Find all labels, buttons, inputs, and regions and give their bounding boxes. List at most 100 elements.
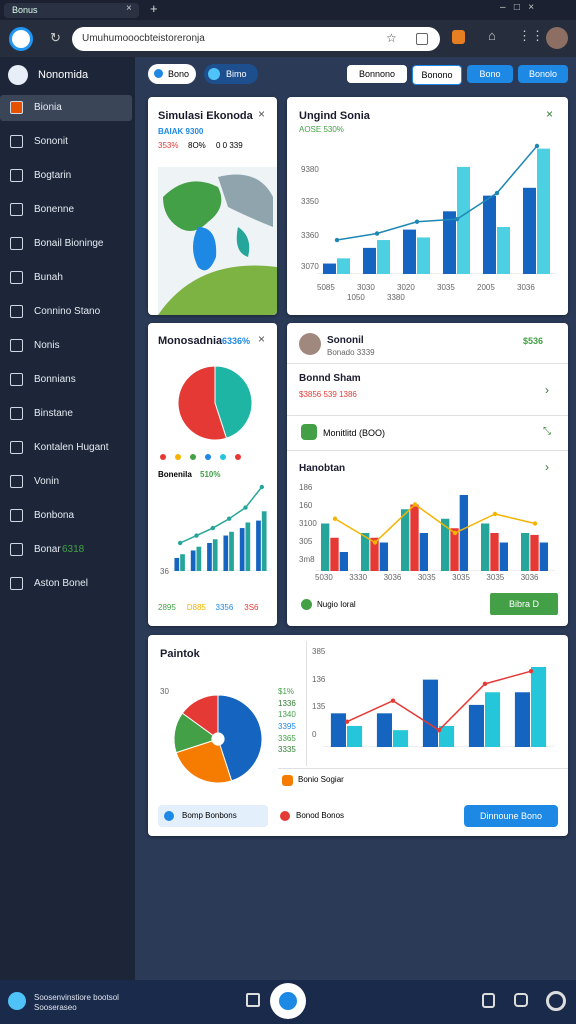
icon[interactable] bbox=[546, 991, 566, 1011]
sub-value: 510% bbox=[200, 470, 221, 479]
card: Ungind Sonia AOSE 530% × 9380 3350 3360 … bbox=[287, 97, 568, 315]
nav-item[interactable]: Bunah bbox=[34, 272, 63, 283]
bar bbox=[229, 531, 234, 571]
divider bbox=[287, 363, 568, 364]
pill-label: Bonod Bonos bbox=[296, 811, 345, 820]
line bbox=[179, 486, 263, 544]
chart bbox=[172, 484, 270, 571]
tick-label: 135 bbox=[312, 702, 326, 711]
nav-item[interactable]: Bonail Bioninge bbox=[34, 238, 104, 249]
button[interactable]: Dinnoune Bono bbox=[464, 805, 558, 827]
tab-close[interactable]: × bbox=[126, 3, 132, 14]
home[interactable]: ⌂ bbox=[488, 28, 496, 43]
x-tick-label: 3030 bbox=[357, 283, 375, 292]
bar bbox=[481, 523, 490, 571]
nav-item[interactable]: Bionia bbox=[34, 102, 62, 113]
url-field[interactable]: Umuhumooocbteistoreronja ☆ bbox=[72, 27, 440, 51]
pill[interactable]: Bimo bbox=[204, 64, 258, 84]
divider bbox=[278, 768, 568, 769]
nav-item[interactable]: Binstane bbox=[34, 408, 73, 419]
tick-label: 3100 bbox=[299, 519, 317, 528]
button[interactable]: Bonono bbox=[412, 65, 462, 85]
tab[interactable]: Bonus × bbox=[4, 3, 139, 18]
icon bbox=[301, 599, 312, 610]
star[interactable]: ☆ bbox=[386, 31, 397, 45]
window-controls[interactable]: – □ × bbox=[500, 2, 535, 13]
row-stats: $3856 539 1386 bbox=[299, 390, 357, 399]
x-tick-label: 5030 bbox=[315, 573, 333, 582]
nav-item[interactable]: Aston Bonel bbox=[34, 578, 88, 589]
avatar bbox=[299, 333, 321, 355]
icon[interactable] bbox=[514, 993, 528, 1007]
nav-item[interactable]: Kontalen Hugant bbox=[34, 442, 109, 453]
divider bbox=[306, 641, 307, 766]
nav-item[interactable]: Bonenne bbox=[34, 204, 75, 215]
pill-label: Bimo bbox=[226, 69, 247, 79]
nav-item[interactable]: Bogtarin bbox=[34, 170, 72, 181]
footer-label: Nugio Ioral bbox=[317, 600, 356, 609]
close[interactable]: × bbox=[258, 107, 266, 121]
nav-item[interactable]: Bonnians bbox=[34, 374, 76, 385]
logo bbox=[9, 27, 33, 51]
chevron[interactable]: › bbox=[545, 383, 549, 397]
expand[interactable]: ⤡ bbox=[543, 426, 551, 437]
pill[interactable]: Bonod Bonos bbox=[276, 805, 386, 827]
bar bbox=[339, 552, 348, 571]
chevron[interactable]: › bbox=[545, 460, 549, 474]
icon[interactable] bbox=[482, 993, 495, 1008]
button[interactable]: Bonnono bbox=[347, 65, 407, 83]
close[interactable]: × bbox=[546, 107, 554, 121]
bar bbox=[379, 542, 388, 571]
reload[interactable]: ↻ bbox=[50, 30, 61, 45]
bar bbox=[459, 495, 468, 571]
bar bbox=[468, 704, 484, 747]
x-tick-label: 3035 bbox=[417, 573, 436, 582]
point bbox=[372, 540, 378, 545]
new-tab[interactable]: + bbox=[150, 1, 158, 16]
bar bbox=[531, 667, 547, 747]
nav-item[interactable]: Nonis bbox=[34, 340, 60, 351]
tick-label: 385 bbox=[312, 647, 326, 656]
chart bbox=[324, 667, 554, 747]
button[interactable]: Bibra D bbox=[490, 593, 558, 615]
apps[interactable]: ⋮⋮ bbox=[518, 28, 544, 43]
chart-title: Hanobtan bbox=[299, 463, 346, 474]
point bbox=[412, 502, 418, 507]
button[interactable]: Bonolo bbox=[518, 65, 568, 83]
point bbox=[374, 231, 380, 236]
nav-badge: 6318 bbox=[62, 544, 85, 555]
point bbox=[532, 521, 538, 526]
x-tick-label: 3036 bbox=[520, 573, 539, 582]
nav-item[interactable]: Bonar bbox=[34, 544, 61, 555]
bar bbox=[417, 237, 430, 274]
profile-name: Sononil bbox=[327, 335, 364, 346]
address-bar: ↻ Umuhumooocbteistoreronja ☆ ⌂ ⋮⋮ bbox=[0, 20, 576, 57]
pill-label: Bomp Bonbons bbox=[182, 811, 237, 820]
button[interactable]: Bono bbox=[467, 65, 513, 83]
nav-item[interactable]: Vonin bbox=[34, 476, 60, 487]
nav-item[interactable]: Sononit bbox=[34, 136, 68, 147]
pill[interactable]: Bomp Bonbons bbox=[158, 805, 268, 827]
avatar[interactable] bbox=[546, 27, 568, 49]
bar bbox=[245, 522, 251, 571]
pie-slice bbox=[217, 694, 263, 782]
x-tick-label: 3020 bbox=[397, 283, 415, 292]
profile-value: $536 bbox=[523, 336, 544, 346]
icon[interactable] bbox=[246, 993, 260, 1007]
icon[interactable] bbox=[416, 33, 428, 45]
legend: 2895 D885 3356 3S6 bbox=[158, 603, 273, 615]
card-title: Monosadnia bbox=[158, 335, 223, 347]
nav-item[interactable]: Connino Stano bbox=[34, 306, 101, 317]
close[interactable]: × bbox=[258, 332, 266, 346]
bar bbox=[485, 692, 501, 747]
y-tick-label: 36 bbox=[160, 567, 169, 576]
x-tick-label: 3036 bbox=[517, 283, 535, 292]
pie-label: 30 bbox=[160, 687, 169, 696]
bar bbox=[497, 226, 510, 274]
card: Monosadnia 6336% × Bonenila 510% 36 2895… bbox=[148, 323, 277, 626]
pill[interactable]: Bono bbox=[148, 64, 196, 84]
extension[interactable] bbox=[452, 30, 465, 44]
chart bbox=[315, 495, 555, 571]
home-button[interactable] bbox=[270, 983, 306, 1019]
nav-item[interactable]: Bonbona bbox=[34, 510, 75, 521]
